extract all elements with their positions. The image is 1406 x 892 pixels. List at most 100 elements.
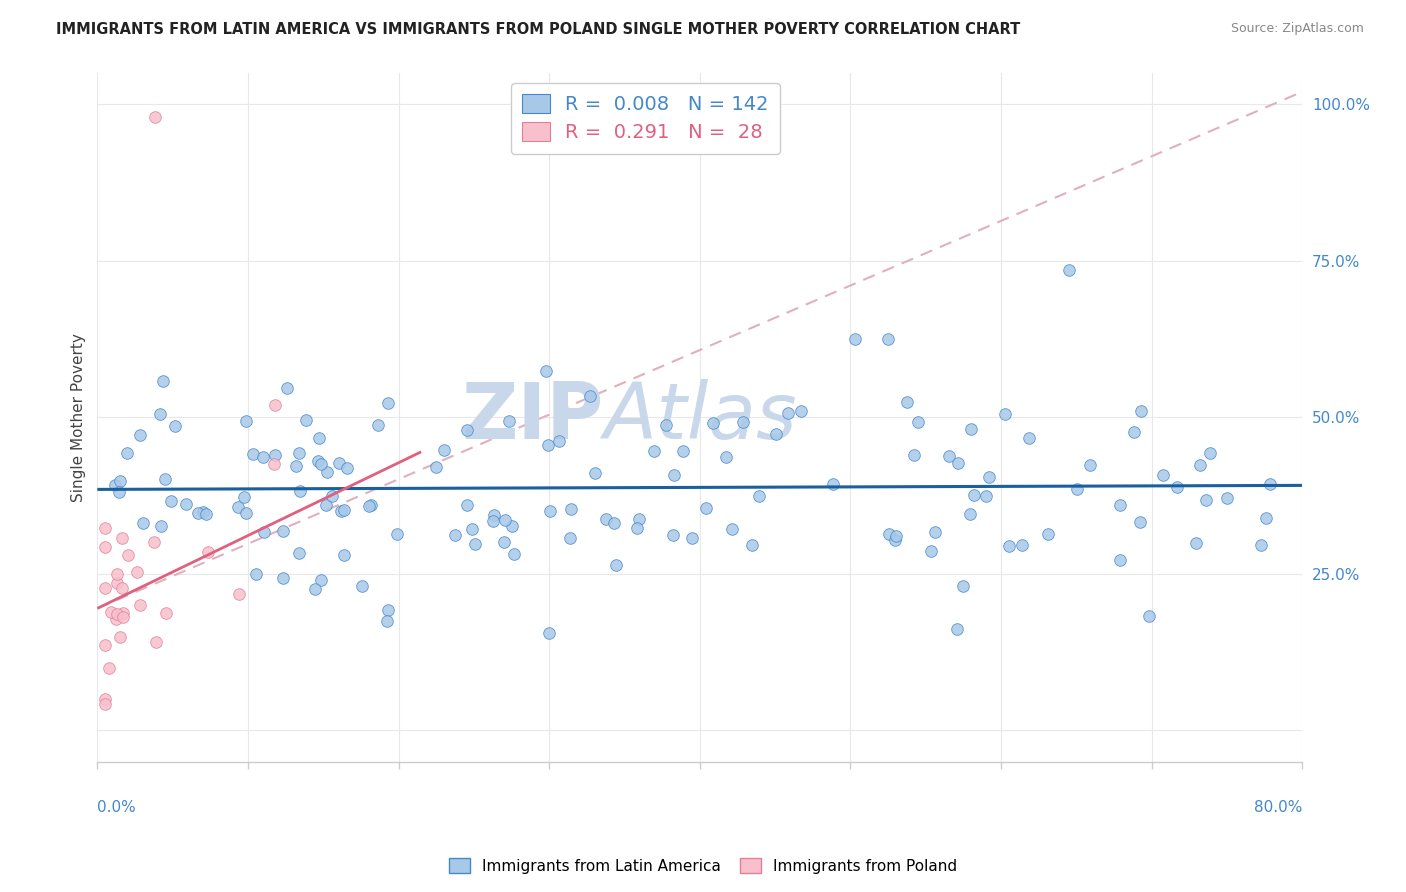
Point [228,586,250,600]
Point [385,527,408,541]
Point [456,423,478,437]
Point [308,431,330,445]
Point [946,456,969,470]
Point [330,504,353,518]
Point [152,374,174,388]
Point [494,534,516,549]
Point [877,526,900,541]
Point [731,415,754,429]
Point [149,407,172,421]
Point [903,448,925,462]
Point [165,418,187,433]
Point [276,381,298,395]
Point [952,579,974,593]
Point [695,500,717,515]
Point [501,519,523,533]
Point [1018,431,1040,445]
Point [194,507,217,521]
Point [117,549,139,563]
Point [602,516,624,530]
Point [145,635,167,649]
Point [307,454,329,468]
Point [896,394,918,409]
Point [288,545,311,559]
Point [191,505,214,519]
Point [537,626,560,640]
Point [626,521,648,535]
Point [765,427,787,442]
Point [494,513,516,527]
Point [714,450,737,464]
Point [252,450,274,464]
Point [309,457,332,471]
Text: Atlas: Atlas [603,379,797,456]
Point [924,525,946,540]
Point [143,534,166,549]
Point [464,537,486,551]
Point [98,661,121,675]
Point [333,549,356,563]
Point [1250,537,1272,551]
Point [963,488,986,502]
Point [741,538,763,552]
Point [315,465,337,479]
Text: 0.0%: 0.0% [97,799,136,814]
Point [1038,527,1060,541]
Point [664,467,686,482]
Point [945,622,967,636]
Point [1166,480,1188,494]
Point [104,478,127,492]
Point [117,446,139,460]
Point [143,110,166,124]
Point [1011,537,1033,551]
Point [153,472,176,486]
Point [187,506,209,520]
Point [1066,483,1088,497]
Point [1129,515,1152,529]
Point [1057,263,1080,277]
Point [128,598,150,612]
Point [288,446,311,460]
Point [681,532,703,546]
Point [498,414,520,428]
Point [295,413,318,427]
Point [959,508,981,522]
Point [721,522,744,536]
Point [360,498,382,512]
Point [920,543,942,558]
Point [105,607,128,621]
Point [108,474,131,488]
Point [160,494,183,508]
Point [655,417,678,432]
Point [560,502,582,516]
Point [290,484,312,499]
Point [643,443,665,458]
Point [1216,491,1239,505]
Point [998,539,1021,553]
Point [748,489,770,503]
Point [938,449,960,463]
Point [315,498,337,512]
Point [377,614,399,628]
Point [176,497,198,511]
Point [778,406,800,420]
Point [1260,476,1282,491]
Point [150,518,173,533]
Point [235,506,257,520]
Point [444,527,467,541]
Legend: R =  0.008   N = 142, R =  0.291   N =  28: R = 0.008 N = 142, R = 0.291 N = 28 [510,83,780,153]
Point [242,447,264,461]
Point [482,514,505,528]
Point [232,490,254,504]
Point [108,484,131,499]
Point [844,332,866,346]
Point [127,565,149,579]
Point [1188,458,1211,472]
Point [271,524,294,538]
Y-axis label: Single Mother Poverty: Single Mother Poverty [72,333,86,502]
Point [309,573,332,587]
Point [1254,511,1277,525]
Point [883,533,905,547]
Point [245,566,267,581]
Point [534,364,557,378]
